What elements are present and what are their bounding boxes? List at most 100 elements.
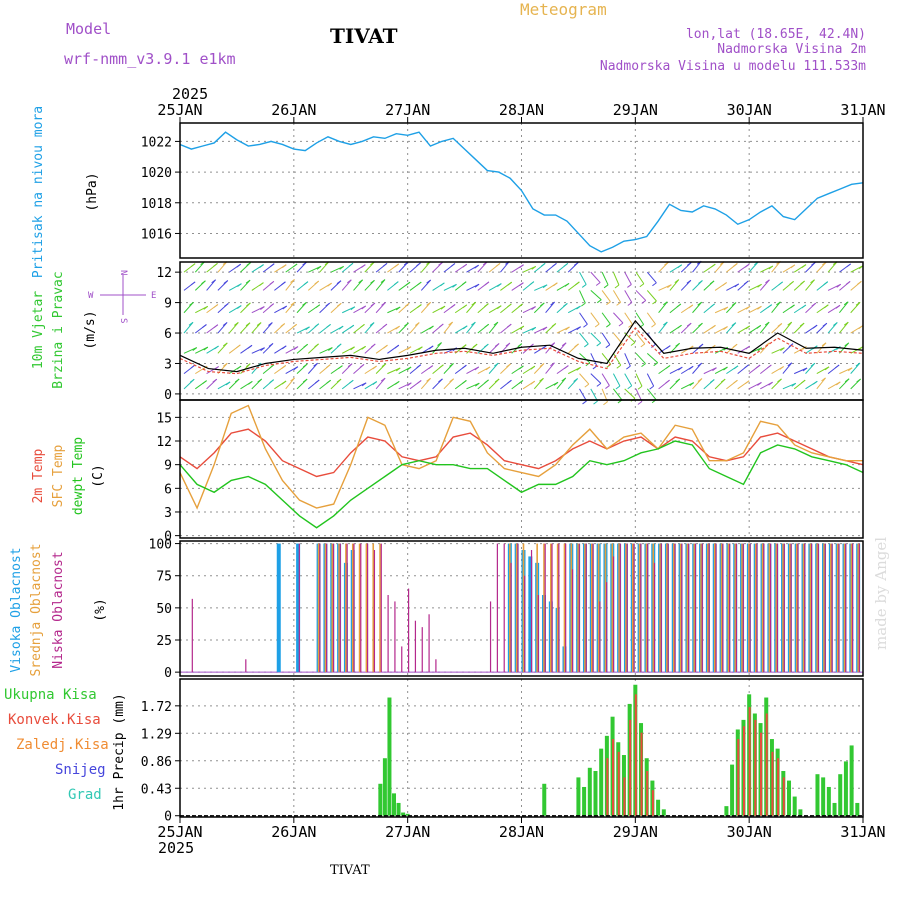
wind-barb	[839, 321, 849, 334]
wind-barb-feather	[835, 304, 841, 309]
wind-barb-feather	[474, 264, 479, 269]
wind-barb-feather	[756, 325, 762, 329]
wind-barb-feather	[293, 346, 299, 350]
wind-barb	[590, 271, 601, 283]
wind-barb-feather	[236, 263, 242, 268]
wind-barb-feather	[394, 344, 400, 349]
wind-barb-feather	[697, 378, 703, 382]
wind-barb-feather	[314, 280, 320, 285]
wind-barb-feather	[395, 367, 401, 372]
wind-barb-feather	[677, 324, 682, 329]
wind-barb-feather	[518, 380, 524, 384]
wind-barb-feather	[765, 342, 770, 347]
wind-barb-feather	[637, 401, 643, 405]
wind-barb-feather	[462, 364, 467, 369]
wind-barb-feather	[452, 283, 457, 288]
wind-barb-feather	[336, 343, 342, 348]
wind-barb-feather	[731, 322, 737, 327]
wind-barb-feather	[550, 301, 555, 306]
total-precip-bar	[656, 799, 661, 816]
left-labels: Pritisak na nivou mora (hPa) 10m Vjetar …	[4, 106, 156, 811]
wind-barb-feather	[188, 321, 194, 326]
total-precip-bar	[849, 745, 854, 816]
low-cloud-bar	[517, 543, 519, 673]
wind-barb-feather	[732, 343, 738, 348]
mid-cloud-bar	[509, 543, 511, 673]
wind-barb-feather	[339, 266, 344, 270]
low-cloud-bar	[626, 543, 628, 673]
wind-barb-feather	[213, 304, 219, 308]
total-precip-bar	[405, 813, 410, 816]
wind-barb	[714, 306, 729, 314]
total-precip-bar	[401, 812, 406, 816]
wind-barb	[601, 353, 612, 365]
wind-barb-feather	[665, 379, 670, 384]
wind-barb	[601, 290, 611, 302]
wind-barb-feather	[576, 366, 581, 371]
convective-precip-bar	[754, 719, 757, 816]
wind-barb-feather	[484, 323, 489, 328]
cloud-unit: (%)	[93, 598, 108, 621]
wind-barb-feather	[474, 366, 480, 371]
wind-barb-feather	[822, 322, 828, 327]
wind-barb-feather	[281, 345, 287, 350]
wind-barb-feather	[757, 347, 763, 352]
wind-barb-feather	[494, 378, 500, 383]
wind-barb-feather	[474, 283, 480, 288]
low-cloud-bar	[592, 543, 594, 673]
wind-barb	[759, 321, 770, 334]
mid-cloud-bar	[365, 543, 368, 673]
plot-layer: 1022102010181016129630151296301007550250…	[141, 101, 886, 841]
total-precip-bar	[582, 786, 587, 816]
low-cloud-bar	[428, 614, 430, 673]
wind-barb-feather	[552, 262, 557, 267]
wind-barb-feather	[248, 380, 253, 385]
wind-barb-feather	[361, 345, 366, 350]
wind-barb-feather	[627, 284, 632, 288]
low-cloud-bar	[838, 543, 840, 673]
wind-barb-feather	[245, 363, 251, 367]
wind-barb-feather	[260, 306, 265, 310]
wind-barb-feather	[698, 343, 704, 348]
mid-cloud-bar	[843, 543, 846, 673]
convective-precip-bar	[640, 732, 643, 816]
low-cloud-bar	[387, 595, 389, 673]
mid-cloud-bar	[666, 543, 668, 673]
wind-barb-feather	[605, 385, 610, 389]
y-tick-label: 0.86	[141, 755, 172, 770]
wind-barb-feather	[626, 365, 631, 370]
wind-barb-feather	[474, 382, 480, 387]
wind-barb-feather	[358, 279, 363, 284]
wind-barb-feather	[224, 303, 229, 307]
wind-ylabel2: Brzina i Pravac	[51, 271, 66, 388]
wind-barb-feather	[361, 305, 367, 310]
wind-barb-feather	[799, 322, 805, 327]
wind-barb-feather	[603, 284, 609, 289]
y-tick-label: 9	[164, 297, 172, 312]
lonlat-label: lon,lat (18.65E, 42.4N)	[686, 27, 866, 42]
low-cloud-bar	[851, 543, 854, 673]
mid-cloud-bar	[823, 543, 825, 673]
wind-barb-feather	[824, 304, 829, 309]
low-cloud-bar	[790, 543, 792, 673]
wind-barb-feather	[846, 263, 852, 268]
mid-cloud-bar	[686, 543, 689, 673]
wind-barb-feather	[573, 262, 579, 266]
wind-barb-feather	[190, 263, 196, 268]
wind-barb-feather	[689, 382, 695, 387]
compass-north: N	[118, 270, 128, 275]
date-label-top: 31JAN	[840, 101, 885, 119]
wind-barb-feather	[581, 284, 587, 288]
mid-cloud-bar	[536, 543, 538, 673]
wind-barb-feather	[811, 261, 816, 266]
mid-cloud-bar	[604, 543, 607, 673]
date-label-top: 27JAN	[385, 101, 430, 119]
wind-barb-feather	[637, 385, 643, 390]
low-cloud-bar	[619, 543, 621, 673]
wind-barb-feather	[733, 379, 738, 384]
wind-barb-feather	[347, 363, 353, 368]
wind-barb-feather	[203, 346, 209, 351]
wind-barb-feather	[722, 282, 727, 286]
wind-barb-feather	[462, 263, 468, 268]
wind-barb-feather	[245, 322, 251, 327]
